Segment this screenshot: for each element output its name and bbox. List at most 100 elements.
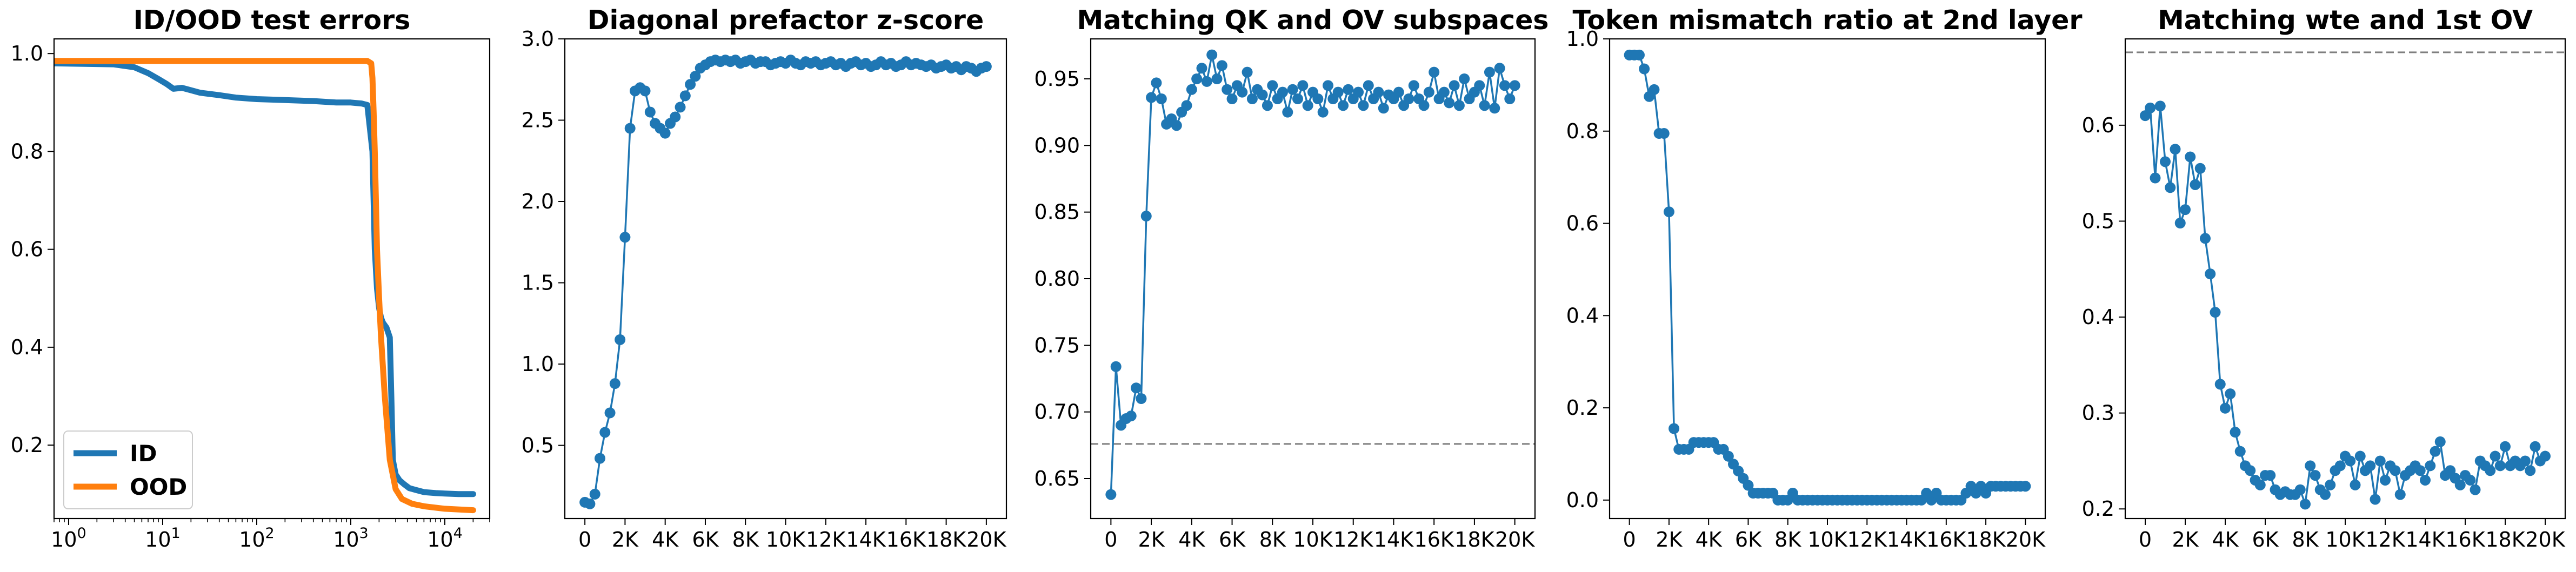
data-point [1136, 393, 1146, 404]
data-point [1659, 128, 1670, 139]
x-tick-label: 14K [846, 528, 886, 551]
x-tick-label: 14K [2405, 528, 2445, 551]
data-point [2530, 441, 2541, 452]
x-tick-label: 0 [1623, 528, 1636, 551]
data-point [2370, 494, 2381, 504]
data-point [2325, 480, 2335, 490]
x-tick-label: 20K [2525, 528, 2565, 551]
data-point [675, 102, 686, 112]
x-tick-label: 20K [2006, 528, 2046, 551]
data-point [2465, 475, 2475, 486]
data-point [1333, 87, 1344, 98]
data-point [2335, 460, 2346, 471]
x-tick-label: 18K [1966, 528, 2006, 551]
data-point [981, 61, 992, 72]
y-tick-label: 0.80 [1034, 267, 1080, 291]
data-point [1237, 87, 1247, 98]
data-point [2435, 436, 2446, 447]
x-tick-label: 18K [2485, 528, 2525, 551]
x-tick-label: 10K [2325, 528, 2365, 551]
data-point [1303, 100, 1313, 111]
x-tick-label: 4K [1178, 528, 1205, 551]
data-point [2145, 103, 2155, 113]
data-point [1474, 80, 1485, 91]
y-tick-label: 0.4 [11, 335, 43, 359]
x-tick-label: 12K [2365, 528, 2405, 551]
data-point [1217, 60, 1227, 71]
x-tick-label: 100 [51, 525, 86, 551]
data-point [2355, 451, 2366, 462]
series-line [2145, 106, 2545, 504]
data-point [2195, 163, 2206, 174]
y-tick-label: 0.90 [1034, 133, 1080, 157]
y-tick-label: 0.4 [2082, 305, 2114, 329]
data-point [595, 453, 605, 464]
data-point [1287, 84, 1298, 95]
plot-area [579, 55, 992, 509]
x-tick-label: 6K [2252, 528, 2279, 551]
data-point [2495, 460, 2506, 471]
x-tick-label: 8K [1259, 528, 1286, 551]
data-point [1494, 63, 1505, 73]
data-point [2390, 465, 2401, 476]
y-tick-label: 0.75 [1034, 333, 1080, 357]
data-point [1212, 73, 1223, 84]
x-tick-label: 8K [732, 528, 759, 551]
data-point [1171, 120, 1182, 131]
data-point [1318, 107, 1329, 118]
data-point [2520, 455, 2531, 466]
data-point [2380, 475, 2391, 486]
data-point [2185, 151, 2195, 162]
data-point [1358, 100, 1369, 111]
chart-panel-2: Diagonal prefactor z-score0 2K 4K 6K 8K 10K 12… [522, 5, 1007, 551]
data-point [1105, 489, 1116, 500]
data-point [2295, 484, 2306, 495]
data-point [2150, 173, 2161, 184]
chart-title: Token mismatch ratio at 2nd layer [1572, 5, 2083, 36]
data-point [2490, 451, 2501, 462]
x-tick-label: 2K [2172, 528, 2199, 551]
data-point [2225, 388, 2235, 399]
data-point [1479, 100, 1490, 111]
data-point [2215, 379, 2226, 389]
data-point [1277, 87, 1288, 98]
data-point [1206, 50, 1217, 60]
legend-label: ID [130, 440, 157, 467]
y-tick-label: 1.0 [1566, 27, 1599, 51]
data-point [1409, 80, 1419, 91]
axes-frame [565, 39, 1006, 519]
series-line-id [54, 63, 473, 494]
data-point [1197, 63, 1207, 73]
x-tick-label: 12K [1847, 528, 1887, 551]
chart-panel-5: Matching wte and 1st OV 0 2K 4K 6K 8K 10K 12K 14… [2082, 5, 2566, 551]
chart-title: ID/OOD test errors [134, 5, 411, 36]
data-point [625, 123, 636, 134]
data-point [584, 499, 595, 509]
data-point [2455, 480, 2466, 490]
data-point [1227, 93, 1238, 104]
x-tick-label: 16K [886, 528, 926, 551]
legend: ID OOD [64, 431, 192, 509]
data-point [1669, 423, 1679, 434]
data-point [1424, 87, 1434, 98]
data-point [2160, 156, 2171, 167]
y-tick-label: 0.0 [1566, 488, 1599, 512]
data-point [2265, 470, 2275, 481]
data-point [605, 407, 616, 418]
y-tick-label: 1.0 [11, 42, 43, 65]
data-point [1191, 73, 1202, 84]
chart-title: Diagonal prefactor z-score [588, 5, 984, 36]
data-point [1664, 206, 1674, 217]
data-point [1378, 103, 1389, 113]
x-tick-label: 0 [578, 528, 591, 551]
data-point [2470, 484, 2481, 495]
x-tick-label: 14K [1887, 528, 1927, 551]
chart-panel-1: ID/OOD test errors 100 101 102 103 104 0.2 0.4 0… [11, 5, 490, 551]
data-point [610, 378, 620, 389]
data-point [2230, 427, 2241, 438]
x-tick-label: 18K [1454, 528, 1494, 551]
data-point [1419, 100, 1430, 111]
data-point [1429, 67, 1439, 78]
